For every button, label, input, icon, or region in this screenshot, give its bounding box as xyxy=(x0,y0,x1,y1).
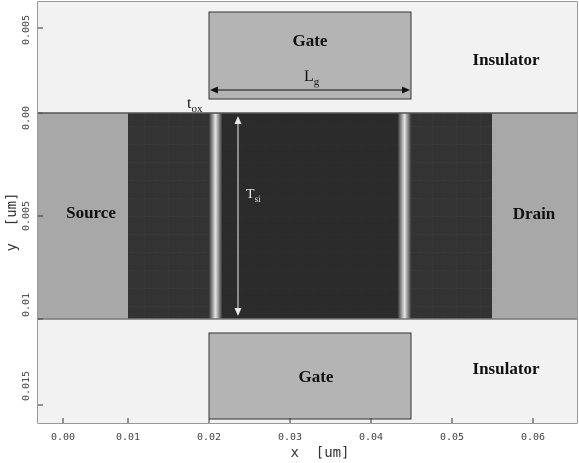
gate-top-label: Gate xyxy=(293,31,328,50)
x-tick-label: 0.02 xyxy=(197,432,221,443)
drain-label: Drain xyxy=(513,204,556,223)
tox-label: tox xyxy=(187,95,203,115)
y-axis-title: y [um] xyxy=(4,192,20,251)
y-axis: 0.005 0.00 0.005 0.01 0.015 xyxy=(21,15,43,406)
gate-bottom xyxy=(208,332,412,420)
lg-label: Lg xyxy=(304,68,320,88)
x-axis-title: x [um] xyxy=(290,445,349,461)
interface-band-left xyxy=(209,113,222,319)
x-tick-label: 0.00 xyxy=(51,432,75,443)
x-tick-label: 0.01 xyxy=(116,432,140,443)
interface-band-right xyxy=(398,113,411,319)
y-tick-label: 0.00 xyxy=(21,106,32,130)
x-axis: 0.00 0.01 0.02 0.03 0.04 0.05 0.06 xyxy=(51,418,545,443)
x-tick-label: 0.05 xyxy=(440,432,464,443)
tsi-label: Tsi xyxy=(246,187,261,204)
insulator-top-label: Insulator xyxy=(472,50,540,69)
gate-bottom-label: Gate xyxy=(299,367,334,386)
source-region xyxy=(38,113,128,319)
x-tick-label: 0.06 xyxy=(521,432,545,443)
tsi-arrow-bottom xyxy=(234,308,242,316)
gate-top xyxy=(208,11,412,100)
y-tick-label: 0.005 xyxy=(21,201,32,231)
y-tick-label: 0.005 xyxy=(21,15,32,45)
y-tick-label: 0.01 xyxy=(21,293,32,317)
x-tick-label: 0.04 xyxy=(359,432,383,443)
x-tick-label: 0.03 xyxy=(278,432,302,443)
tsi-arrow-top xyxy=(234,116,242,124)
lg-arrow-right xyxy=(402,86,410,94)
y-tick-label: 0.015 xyxy=(21,371,32,401)
insulator-bottom-label: Insulator xyxy=(472,359,540,378)
source-label: Source xyxy=(66,203,116,222)
drain-region xyxy=(492,113,577,319)
lg-arrow-left xyxy=(210,86,218,94)
channel-center-shade xyxy=(222,113,398,319)
